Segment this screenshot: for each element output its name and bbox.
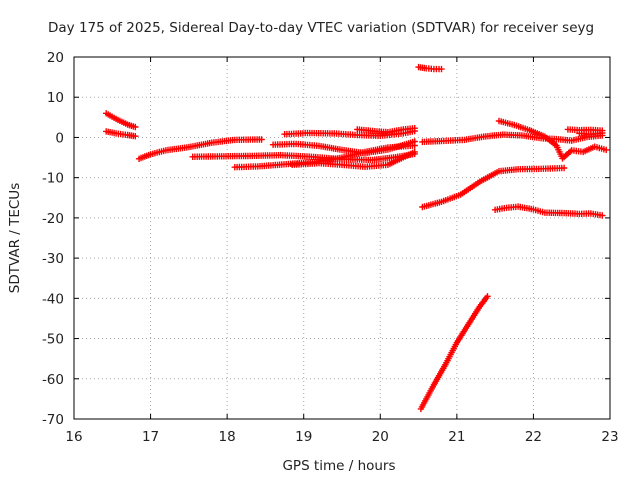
y-tick-label: -60 — [42, 372, 64, 388]
chart-title: Day 175 of 2025, Sidereal Day-to-day VTE… — [48, 20, 594, 36]
x-tick-label: 19 — [295, 429, 312, 445]
x-tick-label: 20 — [372, 429, 389, 445]
y-axis-label: SDTVAR / TECUs — [7, 183, 23, 293]
x-tick-label: 22 — [525, 429, 542, 445]
data-point — [599, 129, 606, 137]
y-tick-label: -50 — [42, 332, 64, 348]
y-tick-label: 0 — [55, 130, 64, 146]
y-tick-labels: 20 10 0 -10 -20 -30 -40 -50 -60 -70 — [42, 50, 64, 428]
data-marks — [103, 63, 610, 413]
y-tick-label: -20 — [42, 211, 64, 227]
data-series — [354, 125, 418, 136]
data-series — [491, 203, 606, 219]
grid-lines — [73, 56, 611, 420]
data-series — [289, 148, 418, 170]
y-tick-label: -40 — [42, 291, 64, 307]
data-point — [438, 65, 445, 73]
data-series — [419, 164, 568, 211]
data-point — [484, 293, 491, 300]
y-tick-label: 20 — [47, 50, 64, 66]
data-series — [576, 129, 606, 138]
y-tick-label: -10 — [42, 171, 64, 187]
data-series — [281, 127, 418, 139]
data-point — [560, 164, 568, 172]
y-tick-label: -70 — [42, 412, 64, 428]
y-tick-label: 10 — [47, 90, 64, 106]
x-tick-label: 21 — [448, 429, 465, 445]
data-point — [411, 138, 418, 145]
data-point — [132, 133, 139, 140]
data-series — [415, 63, 445, 73]
data-point — [411, 148, 418, 156]
data-series — [417, 293, 491, 413]
x-tick-label: 23 — [601, 429, 618, 445]
data-point — [603, 146, 610, 154]
plot-frame — [73, 56, 611, 420]
data-point — [132, 123, 139, 131]
data-series — [135, 136, 265, 162]
data-series — [269, 138, 418, 157]
x-tick-label: 18 — [219, 429, 236, 445]
x-axis-label: GPS time / hours — [282, 458, 395, 474]
x-tick-label: 17 — [142, 429, 159, 445]
data-series — [495, 117, 610, 162]
x-tick-labels: 16 17 18 19 20 21 22 23 — [65, 429, 618, 445]
data-series — [103, 128, 139, 140]
data-point — [258, 136, 265, 143]
y-tick-label: -30 — [42, 251, 64, 267]
data-series — [103, 110, 139, 131]
data-point — [599, 212, 606, 219]
data-point — [411, 125, 418, 132]
x-tick-label: 16 — [65, 429, 82, 445]
